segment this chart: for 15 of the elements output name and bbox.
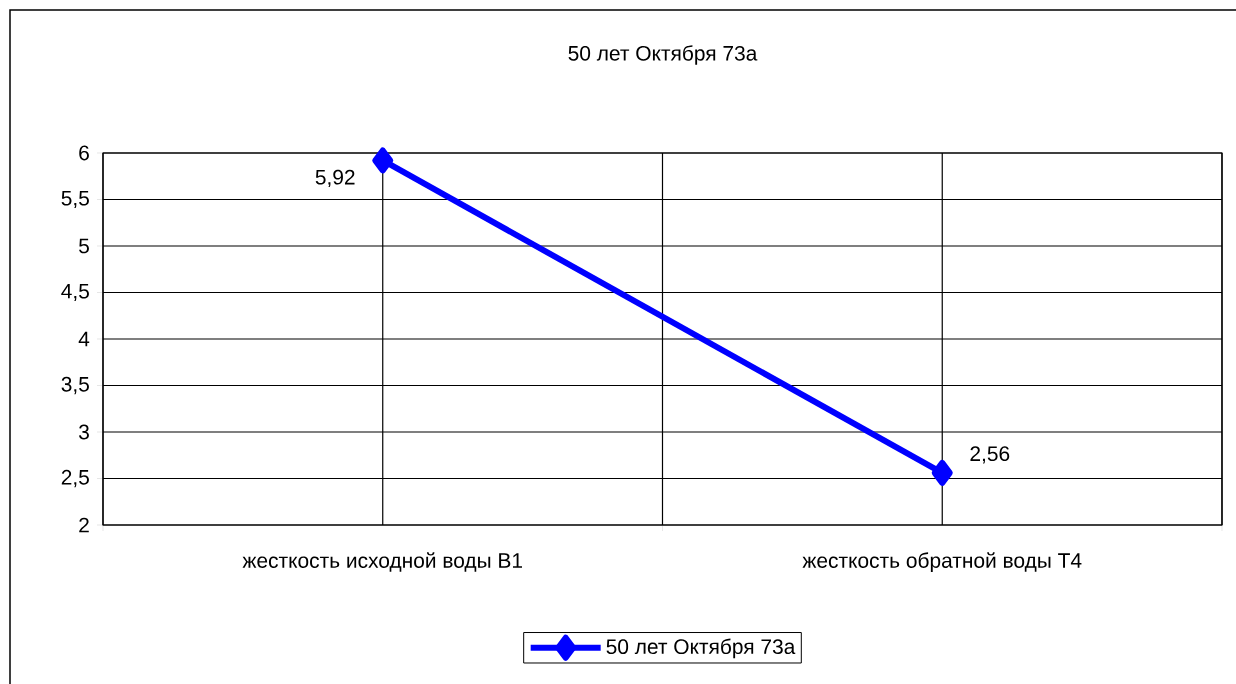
y-tick-label: 4,5 bbox=[61, 283, 89, 302]
y-tick-label: 2,5 bbox=[61, 469, 89, 488]
legend-label: 50 лет Октября 73а bbox=[606, 638, 796, 659]
data-label: 2,56 bbox=[970, 446, 1010, 464]
y-tick-label: 3,5 bbox=[61, 376, 89, 395]
y-tick-label: 2 bbox=[79, 517, 89, 533]
y-tick-label: 5 bbox=[79, 238, 89, 254]
chart-title: 50 лет Октября 73а bbox=[568, 45, 758, 65]
x-tick-label: жесткость исходной воды В1 bbox=[242, 552, 522, 572]
y-tick-label: 4 bbox=[78, 331, 90, 347]
y-tick-label: 3 bbox=[78, 424, 89, 440]
data-label: 5,92 bbox=[315, 169, 355, 188]
x-tick-label: жесткость обратной воды Т4 bbox=[802, 552, 1082, 573]
y-tick-label: 5,5 bbox=[61, 190, 89, 209]
y-tick-label: 6 bbox=[79, 145, 89, 161]
